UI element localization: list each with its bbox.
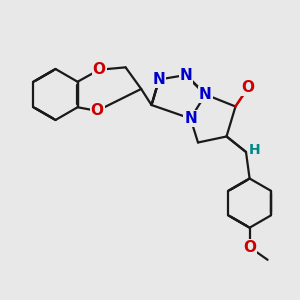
Text: O: O [91, 103, 103, 118]
Text: N: N [180, 68, 192, 82]
Text: N: N [184, 111, 197, 126]
Text: O: O [243, 240, 256, 255]
Text: H: H [249, 143, 261, 157]
Text: N: N [199, 87, 212, 102]
Text: O: O [93, 62, 106, 77]
Text: N: N [153, 72, 165, 87]
Text: O: O [242, 80, 255, 95]
